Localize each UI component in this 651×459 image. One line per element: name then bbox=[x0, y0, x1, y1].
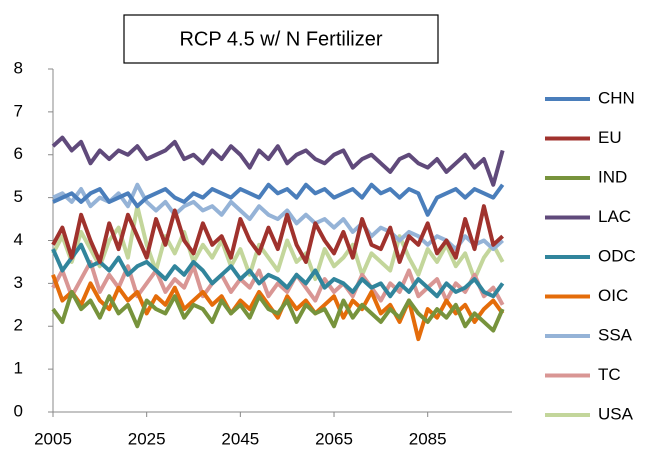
legend-label: TC bbox=[598, 365, 621, 384]
series-line bbox=[52, 182, 505, 217]
legend-label: SSA bbox=[598, 325, 633, 344]
legend-label: IND bbox=[598, 167, 627, 186]
x-tick-label: 2005 bbox=[34, 429, 72, 448]
series-line bbox=[51, 204, 504, 264]
y-tick-label: 6 bbox=[14, 144, 23, 163]
y-tick-label: 5 bbox=[14, 187, 23, 206]
series-line bbox=[51, 135, 505, 187]
x-tick-label: 2065 bbox=[315, 429, 353, 448]
x-tick-label: 2025 bbox=[128, 429, 166, 448]
y-tick-label: 3 bbox=[14, 273, 23, 292]
y-tick-label: 8 bbox=[14, 58, 23, 77]
legend-label: USA bbox=[598, 404, 634, 423]
y-tick-label: 7 bbox=[14, 101, 23, 120]
series-line bbox=[52, 182, 504, 252]
y-tick-label: 1 bbox=[14, 359, 23, 378]
x-tick-label: 2045 bbox=[221, 429, 259, 448]
series-line bbox=[51, 242, 505, 299]
title-box bbox=[123, 14, 439, 64]
series-line bbox=[51, 274, 505, 342]
plot-area: 0 1 2 3 4 5 6 7 8 2005 2025 2045 2065 2085 bbox=[14, 58, 512, 448]
series-line bbox=[51, 289, 505, 333]
legend-label: LAC bbox=[598, 207, 631, 226]
legend-label: EU bbox=[598, 128, 622, 147]
y-tick-label: 2 bbox=[14, 316, 23, 335]
y-tick-label: 4 bbox=[14, 230, 23, 249]
x-tick-label: 2085 bbox=[409, 429, 447, 448]
y-tick-label: 0 bbox=[14, 401, 23, 420]
legend: CHN EU IND LAC ODC OIC SSA TC USA bbox=[545, 88, 636, 423]
legend-label: CHN bbox=[598, 88, 635, 107]
chart-title: RCP 4.5 w/ N Fertilizer bbox=[179, 28, 382, 50]
legend-label: ODC bbox=[598, 246, 636, 265]
series-line bbox=[51, 204, 505, 282]
legend-label: OIC bbox=[598, 286, 628, 305]
